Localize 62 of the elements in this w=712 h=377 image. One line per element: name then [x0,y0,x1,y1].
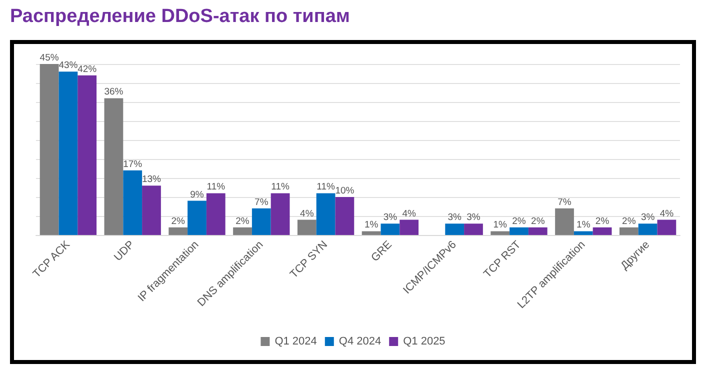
bar [78,75,97,235]
data-label: 9% [190,189,204,200]
data-label: 4% [300,208,314,220]
legend-label: Q1 2024 [274,336,317,348]
bar [638,224,658,235]
data-label: 3% [466,212,481,224]
data-label: 11% [206,182,226,193]
bar [528,227,548,235]
data-label: 17% [123,158,143,170]
data-label: 7% [558,196,572,208]
data-label: 36% [104,86,124,98]
data-label: 2% [531,216,546,227]
bar [592,227,612,235]
data-label: 2% [595,216,610,227]
data-label: 2% [236,216,250,227]
bar [510,227,528,235]
bar [316,193,336,235]
data-label: 13% [142,174,162,186]
data-label: 1% [493,220,508,231]
bar [490,231,510,235]
data-label: 2% [512,216,526,227]
data-label: 2% [622,216,636,227]
bar [123,170,142,235]
bar [380,224,400,235]
bar [188,200,206,235]
bar [104,98,124,235]
bar [335,197,354,235]
data-label: 45% [40,52,60,64]
data-label: 4% [402,208,417,220]
data-label: 1% [576,220,591,231]
bar [445,224,464,235]
bar [555,208,574,235]
data-label: 7% [254,196,269,208]
chart-title: Распределение DDoS-атак по типам [10,6,350,28]
data-label: 3% [640,212,656,224]
bar [142,186,161,235]
data-label: 2% [171,216,186,227]
bar [464,224,483,235]
bar [40,64,59,235]
data-label: 42% [78,64,98,75]
bar [362,231,381,235]
data-label: 1% [364,220,379,231]
bar [297,220,316,235]
bar [400,220,419,235]
bar [206,193,226,235]
data-label: 11% [316,182,336,193]
legend-label: Q1 2025 [403,336,446,348]
data-label: 10% [335,186,355,196]
bar [657,220,676,235]
bar [58,72,78,235]
legend-label: Q4 2024 [338,336,382,348]
data-label: 3% [383,212,398,224]
data-label: 43% [58,60,78,72]
bar [574,231,593,235]
bar [270,193,290,235]
bar [619,227,638,235]
bar [168,227,188,235]
data-label: 11% [271,182,290,193]
bar [252,208,271,235]
data-label: 3% [448,212,462,224]
data-label: 4% [660,208,674,220]
bar [233,227,252,235]
